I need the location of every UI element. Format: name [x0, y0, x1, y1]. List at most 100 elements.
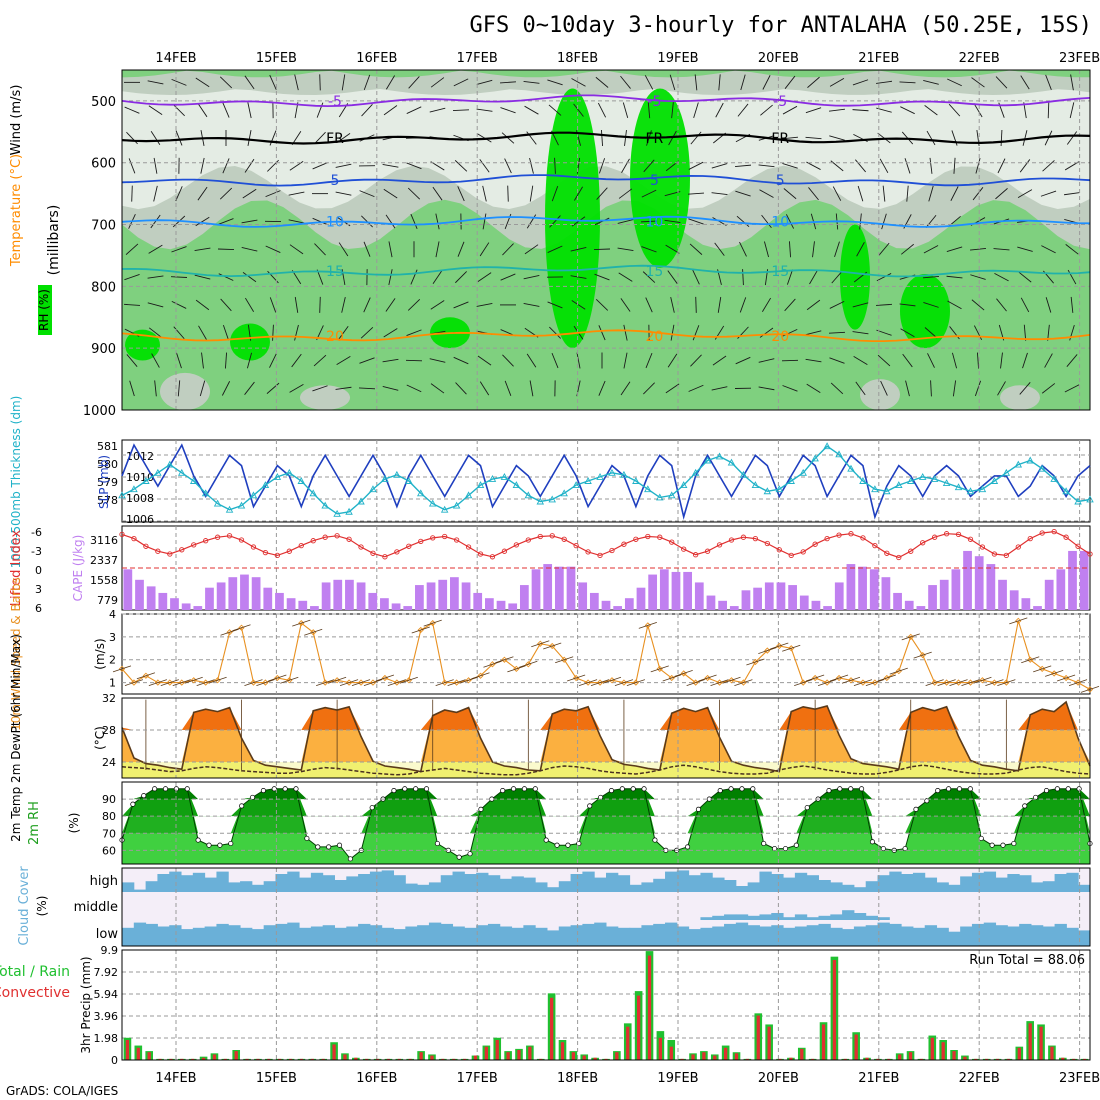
temp-axis-label: 2m Temp 2m DewPt (6hr Min/Max) [9, 634, 23, 842]
wind-barb [291, 353, 302, 368]
wind-barb [269, 353, 277, 368]
precip-convective-bar [495, 1040, 499, 1060]
wind-barb [973, 325, 983, 341]
cloud-cover-bar [145, 923, 158, 946]
thickness-tick-label: 579 [97, 476, 118, 489]
wind-barb [618, 272, 633, 282]
cloud-cover-bar [145, 881, 158, 892]
wind-barb [170, 276, 188, 278]
precip-legend-total: Total / Rain [0, 964, 70, 980]
thickness-marker [799, 468, 807, 476]
wind10-marker [835, 674, 843, 682]
precip-convective-bar [539, 1058, 543, 1060]
wind-barb [881, 213, 887, 230]
thickness-marker [166, 460, 174, 468]
cloud-cover-bar [393, 929, 406, 946]
precip-convective-bar [354, 1057, 358, 1060]
wind-barb [453, 78, 469, 87]
wind10-barb [411, 626, 430, 634]
wind-barb [1022, 352, 1028, 369]
precip-convective-bar [908, 1052, 913, 1060]
wind-barb [805, 107, 822, 114]
wind-barb [153, 185, 158, 202]
lifted-index-marker [358, 544, 364, 550]
thickness-marker [452, 501, 461, 509]
cloud-cover-bar [570, 874, 583, 892]
rh2m-tick-label: 70 [102, 827, 116, 840]
wind-barb [853, 356, 868, 366]
cape-bar [904, 600, 914, 610]
wind-barb [596, 187, 608, 200]
wind10-barb [734, 679, 753, 686]
cloud-cover-bar [263, 925, 276, 946]
wind-barb [976, 352, 980, 369]
wind10-axis-label: 10m Wind Speed & Barbs [9, 577, 23, 731]
cape-bar [205, 587, 214, 610]
wind-barb [739, 241, 747, 257]
wind-barb [361, 215, 373, 228]
lifted-tick-label: 3 [35, 583, 42, 596]
wind10-marker [154, 679, 161, 686]
wind-barb [363, 241, 371, 257]
rh2m-marker [532, 786, 538, 792]
wind10-barb [304, 628, 323, 636]
wind-barb [784, 298, 796, 312]
thickness-marker [177, 468, 186, 476]
wind-barb [855, 381, 866, 396]
wind10-barb [519, 660, 538, 668]
wind-barb [1066, 354, 1078, 367]
isotherm-label: 20 [645, 329, 663, 345]
wind10-marker [1051, 670, 1058, 677]
lifted-index-axis-label: Lifted Index [9, 529, 24, 606]
wind10-marker [776, 642, 783, 650]
cloud-cover-bar [735, 886, 749, 892]
cape-bar [764, 582, 774, 610]
lifted-index-marker [704, 548, 711, 554]
wind10-marker [214, 677, 221, 684]
wind-barb [502, 243, 514, 256]
wind10-barb [280, 676, 299, 684]
rh2m-marker [511, 786, 517, 792]
wind-barb [407, 299, 421, 311]
lifted-index-marker [681, 546, 687, 552]
rh2m-marker [228, 840, 234, 847]
cloud-cover-bar [995, 877, 1008, 892]
cloud-frame [121, 867, 1091, 947]
wind-barb [571, 300, 586, 310]
precip-convective-bar [441, 1058, 445, 1060]
wind-barb [507, 185, 509, 202]
precip-convective-bar [473, 1055, 478, 1060]
wind-barb [758, 164, 775, 168]
wind-barb [526, 353, 537, 368]
wind-barb [382, 385, 399, 391]
wind-barb [715, 102, 724, 118]
pressure-tick-label: 700 [91, 219, 116, 234]
cape-bar [998, 579, 1007, 610]
cloud-cover-bar [334, 927, 347, 946]
wind-barb [948, 103, 961, 117]
cloud-cover-bar [428, 922, 442, 946]
date-label-bottom: 19FEB [657, 1071, 698, 1086]
wind10-marker [465, 677, 472, 684]
cloud-cover-bar [275, 923, 288, 946]
cloud-cover-bar [629, 884, 642, 892]
wind-barb [1045, 74, 1052, 90]
wind-barb [952, 380, 957, 397]
wind10-marker [716, 679, 723, 686]
rh2m-marker [695, 806, 701, 812]
wind10-marker [142, 672, 150, 679]
wind10-tick-label: 1 [109, 677, 116, 690]
wind10-marker [357, 679, 365, 686]
cloud-cover-bar [747, 925, 760, 946]
precip-convective-bar [985, 1058, 989, 1060]
cloud-cover-bar [653, 923, 666, 946]
wind-barb [899, 303, 916, 307]
wind-barb [1017, 246, 1033, 252]
precip-convective-bar [528, 1046, 532, 1060]
cloud-cover-bar [452, 926, 465, 946]
precip-convective-bar [386, 1058, 391, 1060]
cloud-cover-bar [169, 925, 182, 946]
precip-convective-bar [615, 1052, 619, 1060]
temp-tick-label: 28 [102, 724, 116, 737]
cloud-cover-bar [192, 927, 206, 946]
